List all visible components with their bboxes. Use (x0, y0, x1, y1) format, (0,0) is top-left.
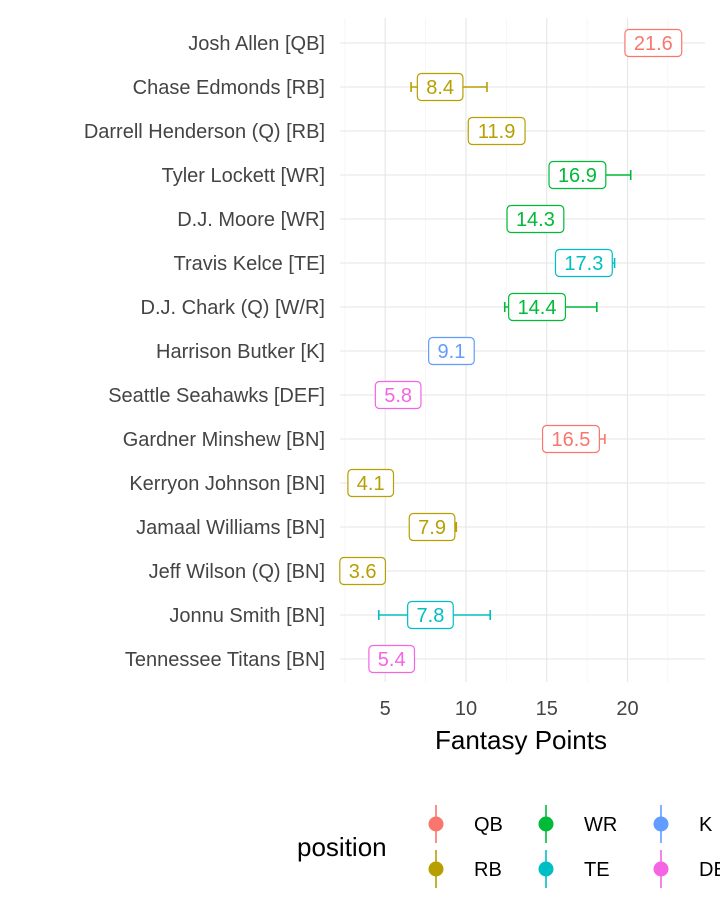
data-label: 16.5 (551, 429, 590, 451)
data-label: 5.8 (384, 385, 412, 407)
legend-label: K (699, 814, 713, 836)
data-label-box (408, 512, 456, 542)
data-label-box (368, 644, 416, 674)
legend-label: QB (474, 814, 503, 836)
y-tick-label: Josh Allen [QB] (188, 33, 325, 55)
data-label: 9.1 (438, 341, 466, 363)
legend-key-point (538, 861, 554, 877)
legend: position QB RB WR TE K DEF (297, 805, 720, 888)
legend-title: position (297, 832, 387, 862)
y-tick-label: Tennessee Titans [BN] (125, 649, 325, 671)
data-label-box (407, 600, 454, 630)
y-tick-label: Tyler Lockett [WR] (162, 165, 325, 187)
data-label-box (339, 556, 387, 586)
data-label-box (416, 72, 464, 102)
legend-label: DEF (699, 859, 720, 881)
data-marks: 21.6 8.4 11.9 16.914.3 17.3 14.4 9.1 5.8 16.5 4.1… (339, 28, 683, 674)
data-label: 5.4 (378, 649, 406, 671)
data-label: 7.9 (418, 517, 446, 539)
y-tick-label: Jeff Wilson (Q) [BN] (149, 561, 325, 583)
x-tick-label: 20 (616, 698, 638, 720)
data-label: 16.9 (558, 165, 597, 187)
y-tick-label: Gardner Minshew [BN] (123, 429, 325, 451)
x-axis: 5 10 15 20 (380, 698, 639, 720)
data-label: 17.3 (564, 253, 603, 275)
legend-key-point (428, 816, 444, 832)
y-tick-label: Jonnu Smith [BN] (169, 605, 325, 627)
legend-label: WR (584, 814, 617, 836)
data-label: 8.4 (426, 77, 454, 99)
data-label: 4.1 (357, 473, 385, 495)
legend-key-point (653, 816, 669, 832)
y-tick-label: Chase Edmonds [RB] (133, 77, 325, 99)
y-tick-label: D.J. Moore [WR] (177, 209, 325, 231)
x-tick-label: 5 (380, 698, 391, 720)
data-label-box (508, 292, 567, 322)
y-tick-label: Darrell Henderson (Q) [RB] (84, 121, 325, 143)
y-tick-label: D.J. Chark (Q) [W/R] (141, 297, 325, 319)
data-label-box (347, 468, 395, 498)
legend-key-point (428, 861, 444, 877)
y-tick-label: Jamaal Williams [BN] (136, 517, 325, 539)
data-label: 21.6 (634, 33, 673, 55)
y-tick-label: Travis Kelce [TE] (173, 253, 325, 275)
data-label: 3.6 (349, 561, 377, 583)
data-label-box (428, 336, 475, 366)
data-label-box (548, 160, 607, 190)
data-label: 14.4 (518, 297, 557, 319)
y-tick-label: Harrison Butker [K] (156, 341, 325, 363)
data-label: 7.8 (417, 605, 445, 627)
legend-key-point (653, 861, 669, 877)
data-label-box (506, 204, 565, 234)
y-tick-label: Kerryon Johnson [BN] (129, 473, 325, 495)
data-label-box (541, 424, 600, 454)
y-axis: Josh Allen [QB] Chase Edmonds [RB] Darrell… (84, 33, 325, 671)
x-axis-title: Fantasy Points (435, 725, 607, 755)
legend-label: TE (584, 859, 610, 881)
y-tick-label: Seattle Seahawks [DEF] (108, 385, 325, 407)
data-label-box (554, 248, 613, 278)
legend-label: RB (474, 859, 502, 881)
data-label: 11.9 (478, 121, 515, 143)
data-label-box (467, 116, 526, 146)
data-label: 14.3 (516, 209, 555, 231)
legend-key-point (538, 816, 554, 832)
data-label-box (624, 28, 683, 58)
data-label-box (374, 380, 422, 410)
x-tick-label: 15 (536, 698, 558, 720)
x-tick-label: 10 (455, 698, 477, 720)
